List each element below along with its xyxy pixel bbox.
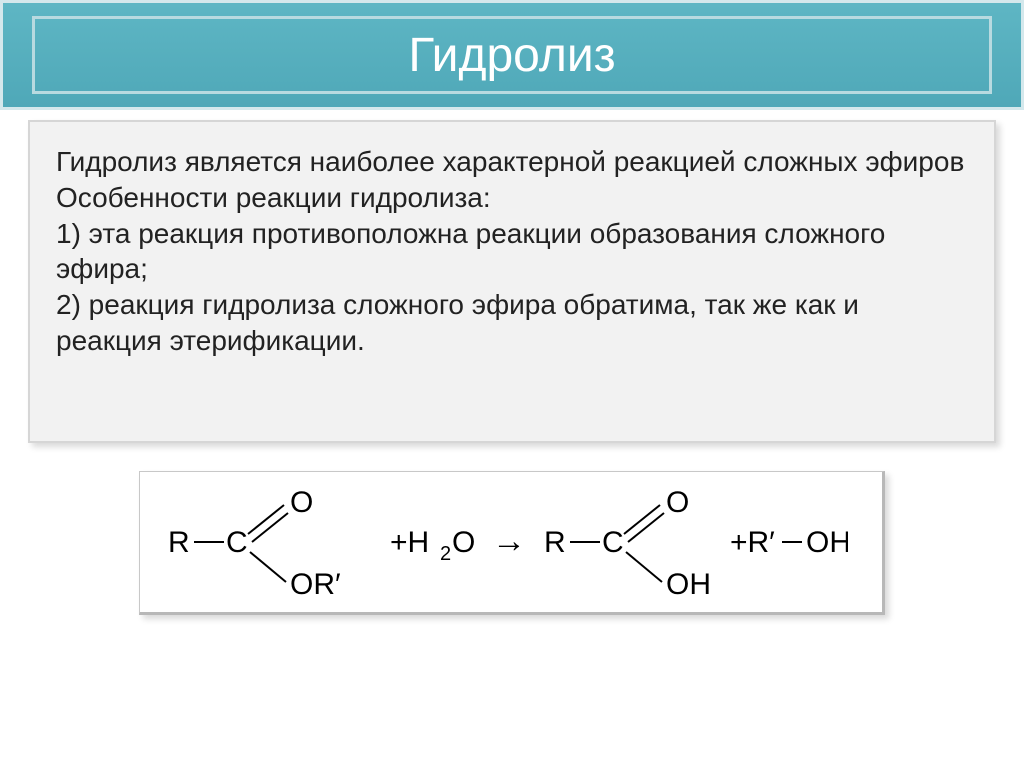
formula-container: R C O OR′ +H 2 O → R C bbox=[0, 471, 1024, 615]
h2o-sub: 2 bbox=[440, 543, 451, 565]
plus-h2o: +H bbox=[390, 526, 429, 559]
text-line-3: 2) реакция гидролиза сложного эфира обра… bbox=[56, 289, 859, 356]
roh-text: OH. bbox=[806, 526, 848, 559]
product-c: C bbox=[602, 526, 624, 559]
arrow: → bbox=[492, 522, 526, 560]
h2o-o: O bbox=[452, 526, 475, 559]
reactant-c: C bbox=[226, 526, 248, 559]
title-inner-box: Гидролиз bbox=[32, 16, 992, 94]
reaction-formula: R C O OR′ +H 2 O → R C bbox=[168, 490, 848, 600]
product-o-top: O bbox=[666, 490, 689, 519]
title-header: Гидролиз bbox=[0, 0, 1024, 110]
product-oh: OH bbox=[666, 568, 711, 600]
reactant-left: R bbox=[168, 526, 190, 559]
text-line-0: Гидролиз является наиболее характерной р… bbox=[56, 146, 964, 177]
content-panel: Гидролиз является наиболее характерной р… bbox=[28, 120, 996, 443]
reactant-or: OR′ bbox=[290, 568, 341, 600]
formula-box: R C O OR′ +H 2 O → R C bbox=[139, 471, 885, 615]
text-line-1: Особенности реакции гидролиза: bbox=[56, 182, 491, 213]
plus-roh: +R′ bbox=[730, 526, 775, 559]
body-text: Гидролиз является наиболее характерной р… bbox=[56, 144, 968, 359]
text-line-2: 1) эта реакция противоположна реакции об… bbox=[56, 218, 885, 285]
product-left: R bbox=[544, 526, 566, 559]
reactant-o-top: O bbox=[290, 490, 313, 519]
page-title: Гидролиз bbox=[408, 28, 615, 83]
